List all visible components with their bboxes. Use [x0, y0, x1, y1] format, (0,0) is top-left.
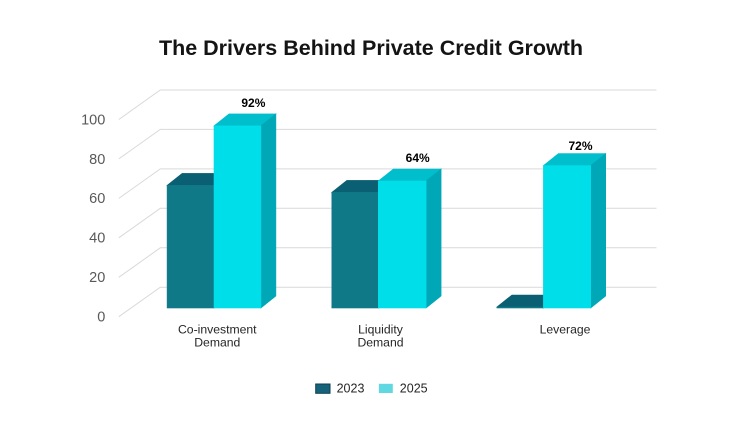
- svg-text:80: 80: [89, 152, 105, 168]
- svg-text:0: 0: [97, 310, 105, 326]
- svg-text:Leverage: Leverage: [540, 322, 591, 336]
- svg-text:92%: 92%: [241, 96, 265, 110]
- svg-text:Co-investment: Co-investment: [178, 322, 257, 336]
- svg-text:2023: 2023: [337, 382, 365, 396]
- svg-text:Demand: Demand: [194, 335, 240, 349]
- svg-text:Liquidity: Liquidity: [358, 322, 404, 336]
- svg-text:60: 60: [89, 191, 105, 207]
- svg-text:40: 40: [89, 231, 105, 247]
- svg-text:The Drivers Behind Private Cre: The Drivers Behind Private Credit Growth: [159, 36, 583, 60]
- svg-text:20: 20: [89, 270, 105, 286]
- svg-text:Demand: Demand: [357, 335, 403, 349]
- svg-text:2025: 2025: [400, 382, 428, 396]
- svg-text:64%: 64%: [406, 151, 430, 165]
- svg-text:72%: 72%: [568, 139, 592, 153]
- svg-text:100: 100: [81, 112, 105, 128]
